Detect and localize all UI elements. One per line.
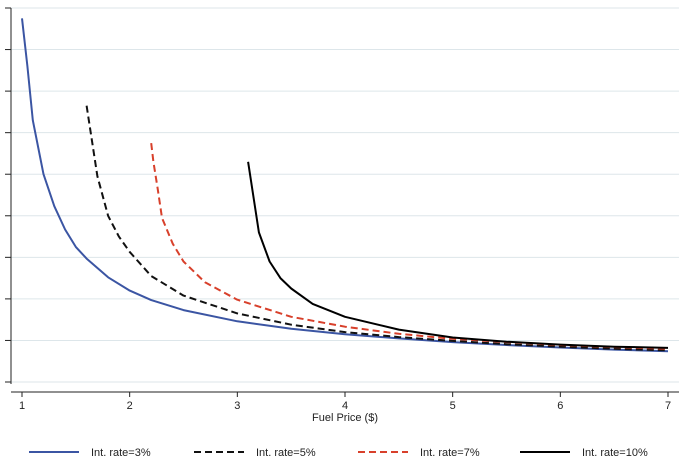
x-tick-label: 1 xyxy=(19,400,25,412)
x-tick-label: 6 xyxy=(557,400,563,412)
legend-label: Int. rate=5% xyxy=(256,447,316,459)
legend-label: Int. rate=3% xyxy=(91,447,151,459)
x-ticks: 1 2 3 4 5 6 7 xyxy=(19,392,671,412)
x-tick-label: 2 xyxy=(127,400,133,412)
x-tick-label: 5 xyxy=(450,400,456,412)
series-line-int-rate-5- xyxy=(85,105,669,352)
plot-background xyxy=(11,8,679,392)
series-line-int-rate-10- xyxy=(247,161,669,349)
x-tick-label: 7 xyxy=(665,400,671,412)
gridlines xyxy=(11,7,679,383)
x-tick-label: 4 xyxy=(342,400,348,412)
series-line-int-rate-7- xyxy=(150,142,669,350)
legend-label: Int. rate=7% xyxy=(420,447,480,459)
series-lines xyxy=(21,18,669,353)
x-tick-label: 3 xyxy=(234,400,240,412)
x-axis-label: Fuel Price ($) xyxy=(312,412,378,424)
legend: Int. rate=3% Int. rate=5% Int. rate=7% Int.… xyxy=(29,447,648,459)
legend-label: Int. rate=10% xyxy=(582,447,648,459)
y-ticks xyxy=(5,7,11,383)
